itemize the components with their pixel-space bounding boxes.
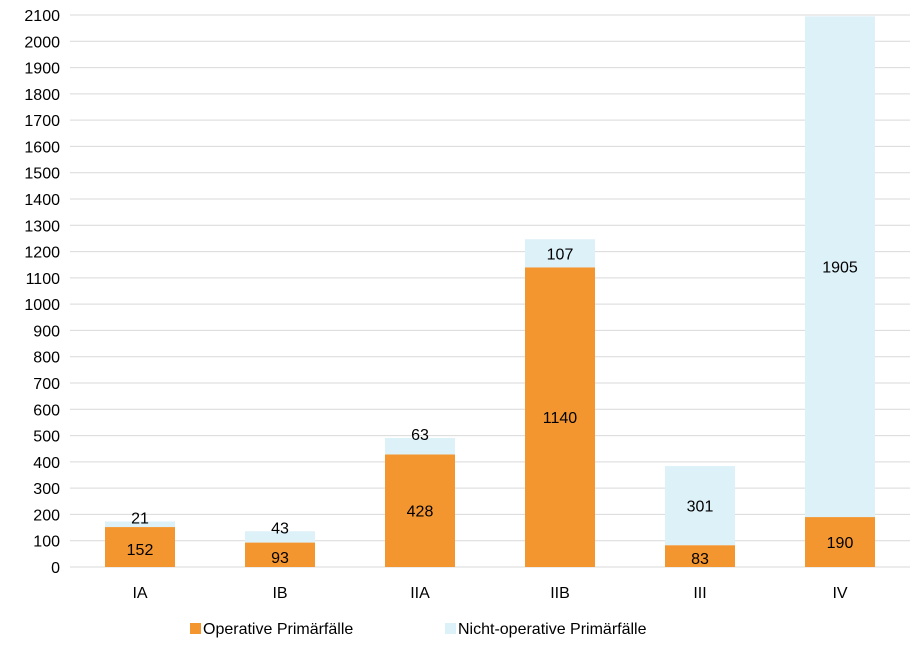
bar-nicht-operative-IB [245, 531, 315, 543]
data-label: 1140 [543, 410, 578, 427]
data-label: 63 [411, 427, 429, 444]
legend-label: Operative Primärfälle [203, 621, 353, 638]
data-label: 21 [131, 511, 149, 528]
x-axis-ticks: IA IB IIA IIB III IV [132, 585, 847, 602]
y-tick-label: 1000 [24, 297, 60, 314]
x-tick-label: III [693, 585, 706, 602]
bar-operative-IB [245, 542, 315, 567]
data-label: 43 [271, 520, 289, 537]
bar-nicht-operative-III [665, 466, 735, 546]
y-axis-ticks: 0 100 200 300 400 500 600 700 800 900 1000 1100 1200… [24, 8, 60, 577]
x-tick-label: IIB [550, 585, 570, 602]
y-tick-label: 1100 [26, 271, 61, 288]
y-tick-label: 900 [33, 323, 60, 340]
bar-nicht-operative-IIA [385, 437, 455, 455]
bar-nicht-operative-IIB [525, 239, 595, 268]
bar-operative-IA [105, 527, 175, 567]
y-tick-label: 400 [33, 455, 60, 472]
x-tick-label: IA [132, 585, 147, 602]
bar-nicht-operative-IV [805, 16, 875, 518]
y-tick-label: 800 [33, 350, 60, 367]
y-tick-label: 0 [51, 560, 60, 577]
bar-operative-IIB [525, 267, 595, 567]
y-tick-label: 1200 [24, 245, 60, 262]
y-tick-label: 100 [33, 534, 60, 551]
y-tick-label: 300 [33, 481, 60, 498]
y-tick-label: 1500 [24, 166, 60, 183]
data-label: 301 [687, 499, 714, 516]
y-tick-label: 2100 [24, 8, 60, 25]
legend-swatch [190, 623, 201, 634]
bar-operative-IV [805, 517, 875, 567]
data-label: 107 [547, 246, 574, 263]
y-tick-label: 1300 [24, 218, 60, 235]
y-tick-label: 500 [33, 429, 60, 446]
y-tick-label: 700 [33, 376, 60, 393]
bar-operative-III [665, 545, 735, 567]
legend: Operative Primärfälle Nicht-operative Pri… [190, 621, 647, 638]
x-tick-label: IIA [410, 585, 430, 602]
y-tick-label: 200 [33, 507, 60, 524]
bar-operative-IIA [385, 454, 455, 567]
data-label: 152 [127, 542, 154, 559]
legend-swatch [445, 623, 456, 634]
bar-nicht-operative-IA [105, 521, 175, 528]
y-tick-label: 1800 [24, 87, 60, 104]
y-tick-label: 1700 [24, 113, 60, 130]
bars: 152 21 93 43 428 63 1140 107 83 301 190 1905 [105, 16, 875, 568]
y-tick-label: 1400 [24, 192, 60, 209]
y-tick-label: 2000 [24, 34, 60, 51]
x-tick-label: IB [272, 585, 287, 602]
data-label: 1905 [822, 260, 858, 277]
data-label: 190 [827, 535, 854, 552]
gridlines [70, 14, 910, 568]
data-label: 428 [407, 504, 434, 521]
legend-label: Nicht-operative Primärfälle [458, 621, 647, 638]
y-tick-label: 1600 [24, 139, 60, 156]
x-tick-label: IV [832, 585, 847, 602]
data-label: 83 [691, 551, 709, 568]
data-label: 93 [271, 550, 289, 567]
y-tick-label: 1900 [24, 61, 60, 78]
y-tick-label: 600 [33, 402, 60, 419]
